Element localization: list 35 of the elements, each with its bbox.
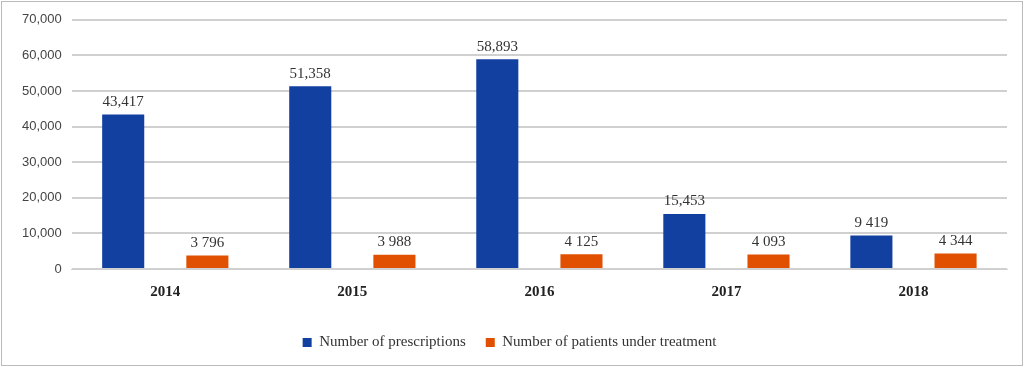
y-tick-label: 30,000	[22, 153, 62, 169]
bar	[289, 86, 332, 268]
legend-label: Number of prescriptions	[319, 333, 466, 350]
data-label: 51,358	[289, 64, 331, 81]
legend-label: Number of patients under treatment	[502, 333, 718, 350]
bar	[102, 114, 145, 268]
y-tick-label: 60,000	[22, 46, 62, 62]
x-tick-label: 2018	[898, 282, 929, 299]
data-label: 58,893	[476, 37, 518, 54]
y-tick-label: 10,000	[22, 224, 62, 240]
data-label: 4 093	[751, 232, 786, 249]
y-tick-label: 70,000	[22, 11, 62, 27]
data-label: 3 796	[190, 233, 225, 250]
data-label: 3 988	[377, 233, 412, 250]
x-tick-label: 2017	[711, 282, 742, 299]
x-tick-label: 2014	[150, 282, 181, 299]
y-tick-label: 40,000	[22, 118, 62, 134]
data-label: 9 419	[854, 213, 889, 230]
y-tick-label: 0	[54, 260, 62, 276]
data-label: 4 344	[938, 231, 973, 248]
data-label: 43,417	[102, 92, 145, 109]
bar	[373, 254, 416, 268]
x-tick-label: 2015	[337, 282, 368, 299]
bar	[747, 254, 790, 268]
bar	[850, 235, 893, 268]
data-label: 4 125	[564, 232, 599, 249]
data-label: 15,453	[663, 192, 705, 209]
bar	[476, 59, 519, 268]
y-tick-label: 50,000	[22, 82, 62, 98]
bar	[186, 255, 229, 268]
bar	[560, 254, 603, 268]
y-tick-label: 20,000	[22, 189, 62, 205]
bar	[934, 253, 977, 268]
bar	[663, 213, 706, 268]
x-tick-label: 2016	[524, 282, 555, 299]
